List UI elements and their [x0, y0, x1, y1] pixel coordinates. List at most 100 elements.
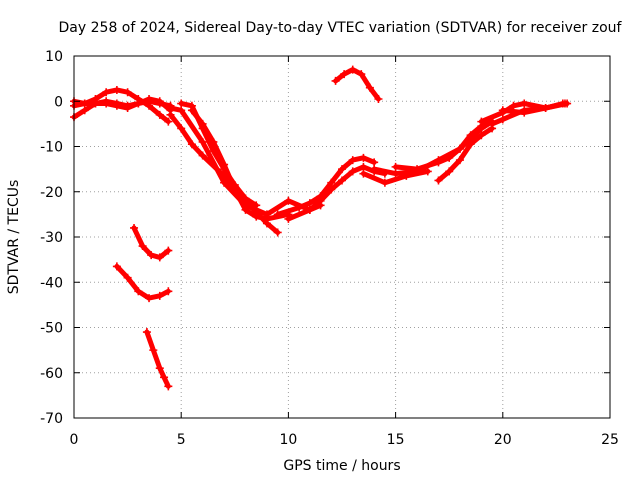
series-line: [436, 125, 495, 183]
data-point: [155, 253, 164, 262]
data-point: [413, 165, 422, 174]
data-point: [370, 165, 379, 174]
data-point: [498, 115, 507, 124]
data-point: [155, 110, 164, 119]
data-point: [477, 117, 486, 126]
data-point: [138, 242, 147, 251]
data-point: [374, 94, 383, 103]
data-point: [338, 165, 346, 174]
data-point: [262, 214, 271, 223]
y-tick-label: 0: [54, 94, 63, 110]
data-point: [455, 144, 464, 153]
data-point: [177, 99, 186, 108]
data-point: [145, 94, 154, 103]
data-point: [198, 119, 207, 128]
data-point: [488, 119, 497, 128]
series-line: [500, 101, 568, 116]
data-point: [359, 162, 368, 171]
x-tick-label: 0: [70, 432, 79, 448]
data-point: [498, 106, 507, 115]
data-point: [166, 110, 175, 119]
data-point: [466, 131, 475, 140]
data-point: [252, 212, 261, 221]
data-point: [220, 160, 229, 169]
data-point: [434, 158, 443, 167]
data-point: [102, 88, 111, 97]
data-point: [177, 106, 186, 115]
series-line: [71, 96, 173, 113]
data-point: [230, 185, 239, 194]
x-axis-label: GPS time / hours: [283, 458, 400, 474]
y-tick-label: 10: [45, 49, 63, 65]
series-sat-05: [112, 262, 173, 303]
data-point: [391, 162, 400, 171]
data-point: [112, 101, 121, 110]
series-sat-20: [498, 99, 569, 117]
y-tick-label: -30: [40, 230, 63, 246]
data-point: [134, 99, 143, 108]
data-point: [112, 262, 121, 271]
x-tick-label: 10: [279, 432, 297, 448]
data-point: [241, 205, 250, 214]
data-point: [327, 185, 336, 194]
data-point: [273, 210, 282, 219]
data-point: [338, 176, 346, 185]
data-point: [445, 167, 454, 176]
data-point: [455, 156, 464, 165]
data-point: [423, 167, 432, 176]
data-point: [130, 223, 139, 232]
data-point: [155, 364, 164, 373]
data-point: [187, 106, 196, 115]
y-tick-label: -40: [40, 275, 63, 291]
data-point: [340, 70, 349, 79]
data-point: [359, 153, 368, 162]
series-sat-12: [284, 162, 389, 223]
series-sat-17: [434, 124, 497, 185]
data-point: [359, 169, 368, 178]
y-tick-label: -60: [40, 366, 63, 382]
data-point: [149, 346, 158, 355]
data-point: [145, 294, 154, 303]
data-point: [198, 151, 207, 160]
data-point: [370, 158, 379, 167]
x-tick-label: 25: [601, 432, 619, 448]
data-point: [112, 85, 121, 94]
y-tick-label: -70: [40, 411, 63, 427]
data-point: [147, 251, 156, 260]
data-point: [198, 137, 207, 146]
data-point: [348, 65, 357, 74]
data-point: [327, 178, 336, 187]
data-point: [466, 140, 475, 149]
data-point: [560, 99, 569, 108]
data-point: [357, 70, 366, 79]
x-tick-label: 15: [387, 432, 405, 448]
series-line: [144, 329, 171, 389]
data-point: [209, 137, 218, 146]
x-tick-label: 5: [177, 432, 186, 448]
data-point: [380, 178, 389, 187]
chart-title: Day 258 of 2024, Sidereal Day-to-day VTE…: [59, 20, 623, 36]
data-point: [477, 131, 486, 140]
y-tick-label: -10: [40, 140, 63, 156]
data-point: [284, 214, 293, 223]
y-tick-label: -50: [40, 321, 63, 337]
series-sat-06: [142, 328, 173, 391]
data-point: [155, 291, 164, 300]
data-point: [295, 203, 304, 212]
data-point: [509, 101, 518, 110]
series-sat-11: [273, 153, 379, 219]
y-tick-label: -20: [40, 185, 63, 201]
data-point: [331, 76, 340, 85]
series-line: [189, 107, 291, 222]
series-sat-04: [130, 223, 173, 262]
data-point: [164, 287, 173, 296]
data-point: [434, 176, 443, 185]
data-point: [134, 287, 143, 296]
data-point: [445, 153, 454, 162]
data-point: [80, 106, 89, 115]
y-axis-label: SDTVAR / TECUs: [6, 180, 22, 295]
data-point: [80, 99, 89, 108]
x-tick-label: 20: [494, 432, 512, 448]
data-point: [123, 273, 132, 282]
